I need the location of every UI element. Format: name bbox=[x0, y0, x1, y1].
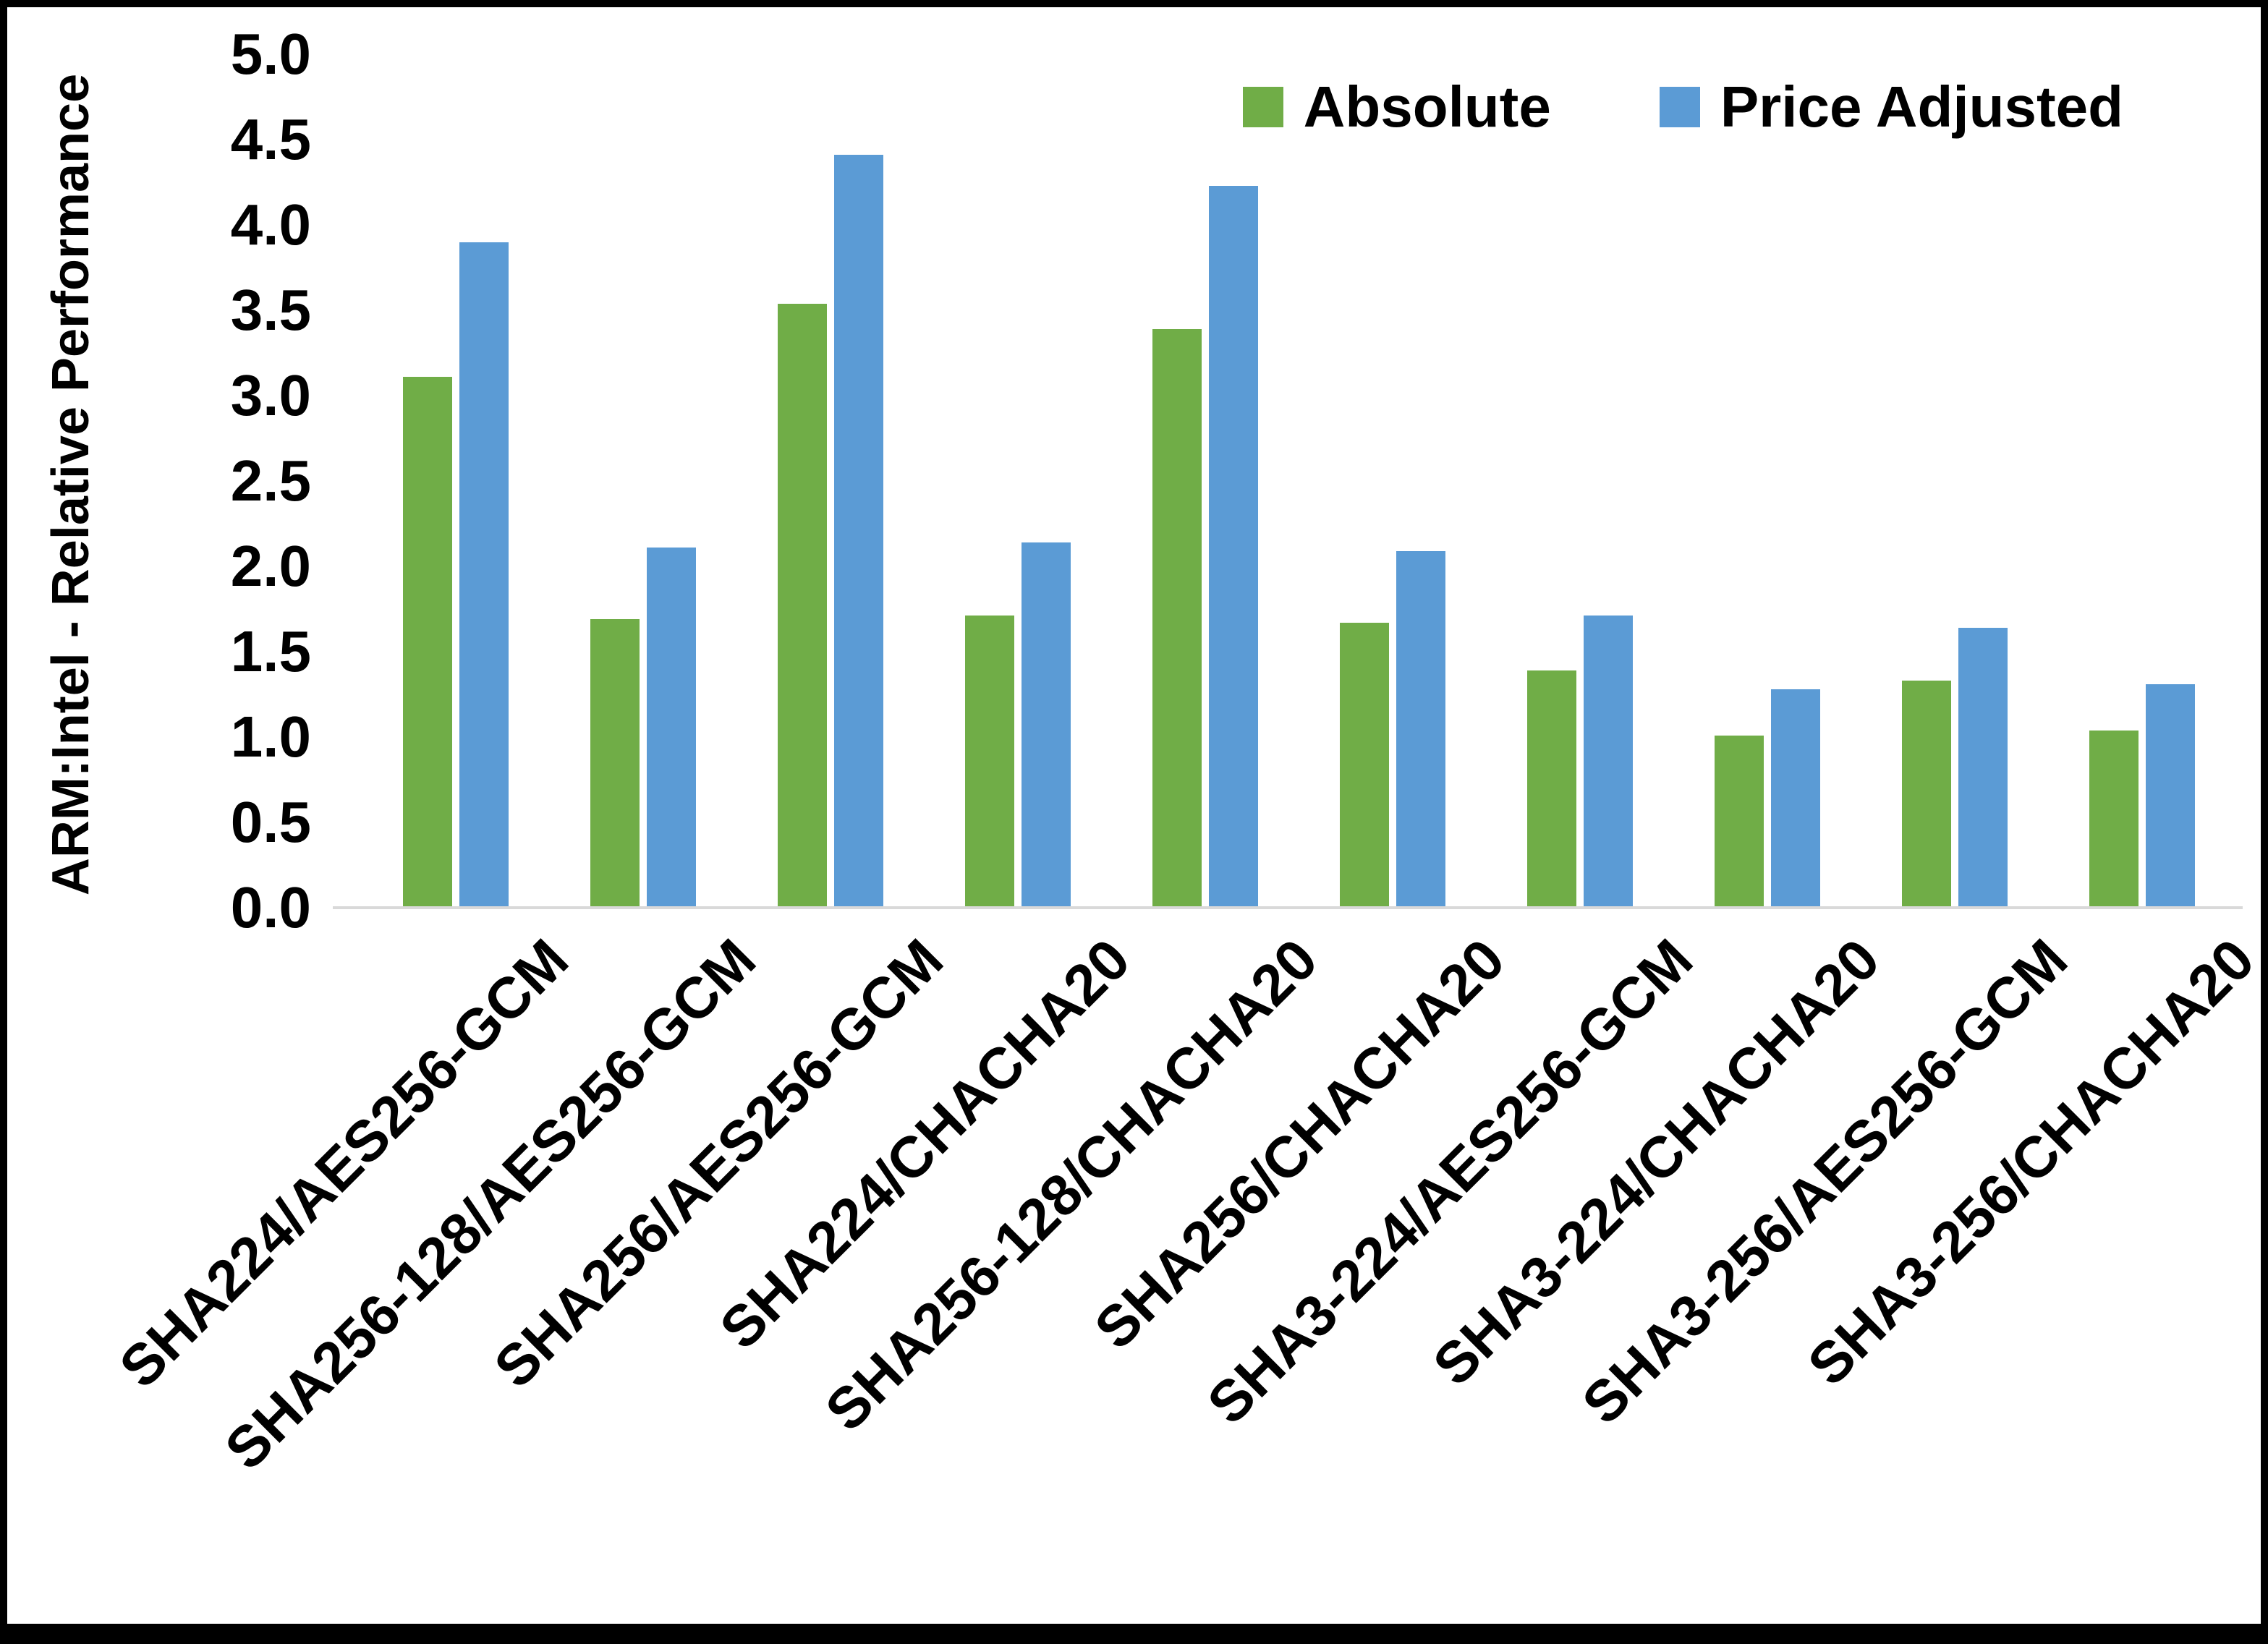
legend: Absolute Price Adjusted bbox=[1242, 74, 2123, 140]
y-tick-label: 1.0 bbox=[230, 704, 311, 769]
bar-group-9 bbox=[1901, 54, 2008, 908]
legend-label-price-adjusted: Price Adjusted bbox=[1720, 74, 2123, 139]
legend-swatch-absolute-icon bbox=[1242, 87, 1283, 127]
bar-absolute bbox=[1714, 735, 1764, 908]
bar-price-adjusted bbox=[2145, 683, 2195, 908]
y-tick-label: 1.5 bbox=[230, 619, 311, 683]
x-axis-labels: SHA224/AES256-GCM SHA256-128/AES256-GCM SH… bbox=[107, 927, 2261, 1607]
bar-price-adjusted bbox=[833, 155, 883, 908]
bar-group-6 bbox=[1339, 54, 1445, 908]
bar-group-3 bbox=[777, 54, 883, 908]
bar-group-10 bbox=[2089, 54, 2195, 908]
bar-absolute bbox=[1526, 670, 1576, 908]
bar-absolute bbox=[2089, 730, 2139, 908]
y-tick-label: 2.5 bbox=[230, 448, 311, 513]
bar-group-4 bbox=[964, 54, 1071, 908]
bar-price-adjusted bbox=[1396, 550, 1445, 908]
bar-absolute bbox=[1152, 328, 1202, 908]
bar-group-2 bbox=[590, 54, 696, 908]
bar-price-adjusted bbox=[1583, 616, 1633, 908]
bar-price-adjusted bbox=[1958, 627, 2008, 908]
bar-price-adjusted bbox=[459, 242, 509, 908]
bar-absolute bbox=[964, 616, 1014, 908]
y-tick-label: 3.0 bbox=[230, 363, 311, 427]
y-tick-label: 5.0 bbox=[230, 22, 311, 86]
legend-swatch-price-adjusted-icon bbox=[1659, 87, 1700, 127]
bar-price-adjusted bbox=[1208, 185, 1258, 908]
y-axis-tick-labels: 0.0 0.5 1.0 1.5 2.0 2.5 3.0 3.5 4.0 4.5 5.0 bbox=[7, 25, 311, 937]
y-tick-label: 4.0 bbox=[230, 192, 311, 257]
bar-price-adjusted bbox=[1021, 542, 1071, 908]
y-tick-label: 4.5 bbox=[230, 107, 311, 171]
y-tick-label: 0.5 bbox=[230, 790, 311, 854]
y-tick-label: 3.5 bbox=[230, 278, 311, 342]
bar-absolute bbox=[777, 303, 827, 908]
bar-absolute bbox=[590, 619, 640, 908]
plot-area bbox=[333, 54, 2243, 909]
bar-price-adjusted bbox=[646, 548, 696, 908]
legend-label-absolute: Absolute bbox=[1303, 74, 1551, 139]
bar-absolute bbox=[1339, 622, 1389, 908]
y-tick-label: 2.0 bbox=[230, 534, 311, 598]
bar-price-adjusted bbox=[1770, 689, 1820, 908]
legend-item-absolute: Absolute bbox=[1242, 74, 1551, 140]
x-axis-line bbox=[333, 906, 2243, 909]
bar-group-8 bbox=[1714, 54, 1820, 908]
bar-absolute bbox=[402, 377, 452, 908]
bar-group-7 bbox=[1526, 54, 1633, 908]
y-tick-label: 0.0 bbox=[230, 875, 311, 940]
bar-group-1 bbox=[402, 54, 509, 908]
bar-group-5 bbox=[1152, 54, 1258, 908]
legend-item-price-adjusted: Price Adjusted bbox=[1659, 74, 2123, 140]
bar-absolute bbox=[1901, 681, 1951, 908]
